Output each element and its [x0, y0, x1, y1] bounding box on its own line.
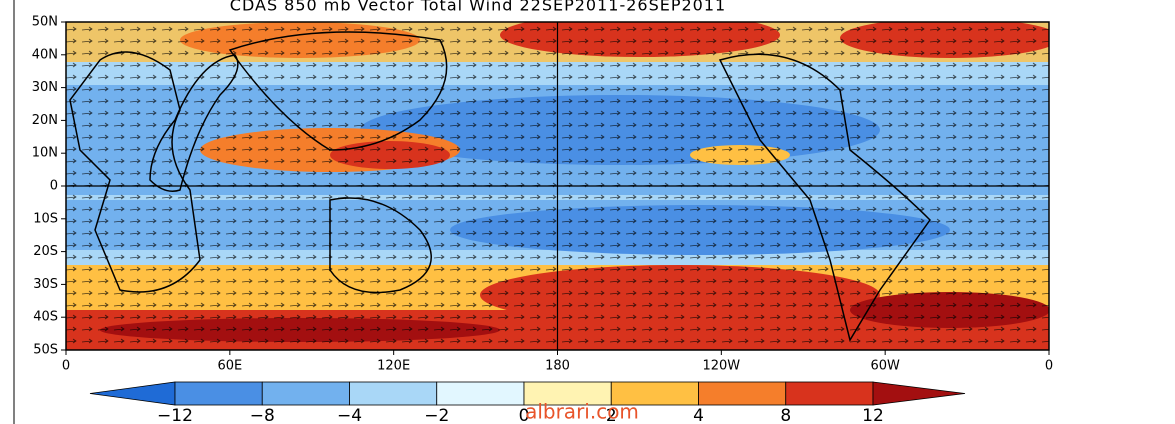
lon-label: 60W — [870, 359, 900, 374]
lat-label: 10N — [32, 146, 58, 161]
lat-label: 10S — [33, 211, 58, 226]
colorbar-label: −4 — [337, 406, 362, 424]
lon-label: 120W — [702, 359, 740, 374]
lon-label: 180 — [545, 359, 570, 374]
lat-label: 30N — [32, 80, 58, 95]
colorbar-swatch — [785, 381, 874, 406]
colorbar: −12 −8 −4 −2 0 2 4 8 12 — [89, 381, 966, 424]
lat-label: 50S — [33, 343, 58, 358]
lon-label: 60E — [217, 359, 242, 374]
colorbar-label: 4 — [693, 406, 704, 424]
colorbar-swatch — [436, 381, 525, 406]
lat-label: 0 — [50, 179, 58, 194]
colorbar-swatch — [261, 381, 350, 406]
lat-label: 20S — [33, 244, 58, 259]
lat-label: 50N — [32, 15, 58, 30]
colorbar-swatch — [349, 381, 438, 406]
lon-label: 0 — [1045, 359, 1053, 374]
colorbar-swatch — [174, 381, 263, 406]
colorbar-arrow-right — [872, 381, 966, 406]
colorbar-label: 12 — [862, 406, 884, 424]
axes: 50N 40N 30N 20N 10N 0 10S 20S 30S 40S 50S 0 60E 120E 1… — [32, 15, 1053, 374]
lat-label: 40S — [33, 310, 58, 325]
watermark: albrari.com — [525, 400, 639, 424]
lat-label: 20N — [32, 113, 58, 128]
colorbar-label: 2 — [606, 406, 617, 424]
colorbar-label: −8 — [250, 406, 275, 424]
colorbar-label: −2 — [424, 406, 449, 424]
colorbar-label: 8 — [780, 406, 791, 424]
lon-label: 0 — [62, 359, 70, 374]
colorbar-label: 0 — [519, 406, 530, 424]
colorbar-label: −12 — [157, 406, 193, 424]
map-title: CDAS 850 mb Vector Total Wind 22SEP2011-… — [230, 0, 726, 15]
lat-label: 30S — [33, 277, 58, 292]
colorbar-arrow-left — [89, 381, 176, 406]
colorbar-swatch — [698, 381, 787, 406]
lat-label: 40N — [32, 47, 58, 62]
annotation-outline — [149, 54, 239, 192]
lon-label: 120E — [377, 359, 410, 374]
